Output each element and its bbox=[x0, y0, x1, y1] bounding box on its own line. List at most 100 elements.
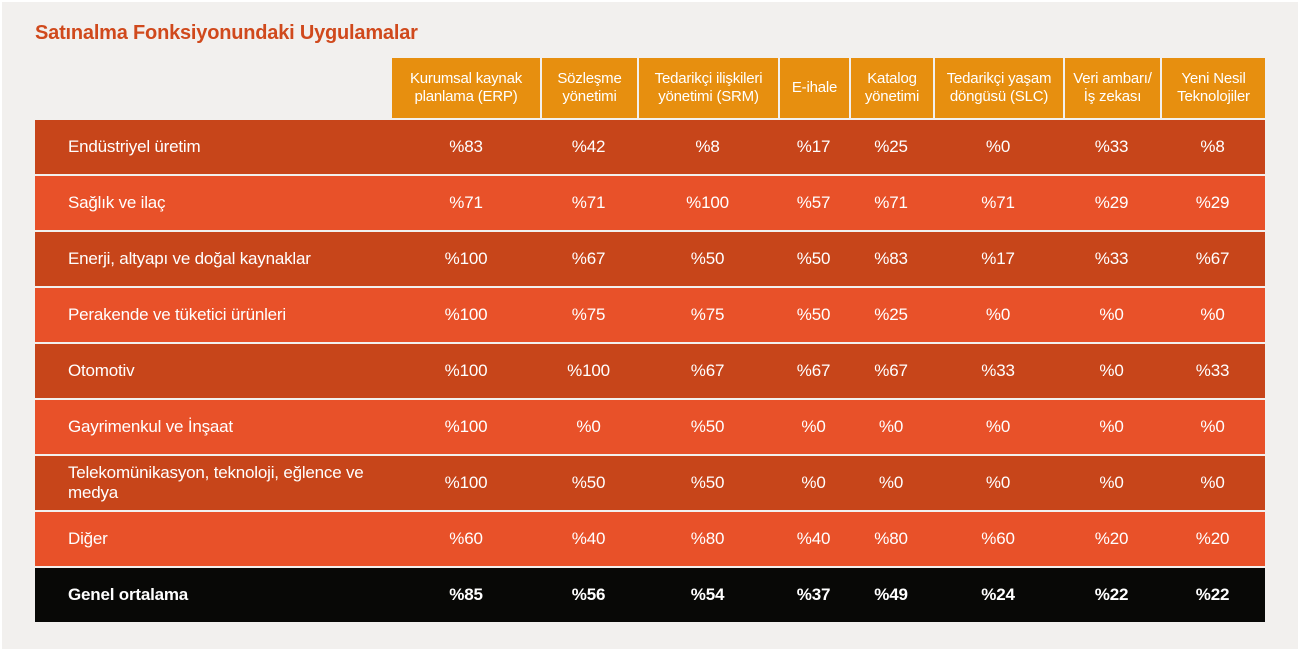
value-cell: %80 bbox=[849, 512, 933, 566]
column-header: Veri ambarı/ İş zekası bbox=[1063, 58, 1160, 118]
value-cell: %0 bbox=[1160, 456, 1265, 510]
value-cell: %50 bbox=[637, 400, 778, 454]
value-cell: %57 bbox=[778, 176, 849, 230]
row-label: Endüstriyel üretim bbox=[35, 120, 392, 174]
value-cell: %8 bbox=[1160, 120, 1265, 174]
column-header: Kurumsal kaynak planlama (ERP) bbox=[392, 58, 540, 118]
value-cell: %8 bbox=[637, 120, 778, 174]
value-cell: %100 bbox=[392, 456, 540, 510]
value-cell: %33 bbox=[1063, 120, 1160, 174]
table-row: Diğer %60 %40 %80 %40 %80 %60 %20 %20 bbox=[35, 512, 1265, 566]
value-cell: %0 bbox=[849, 456, 933, 510]
table-row: Telekomünikasyon, teknoloji, eğlence ve … bbox=[35, 456, 1265, 510]
value-cell: %0 bbox=[1063, 456, 1160, 510]
row-label: Sağlık ve ilaç bbox=[35, 176, 392, 230]
value-cell: %0 bbox=[1063, 344, 1160, 398]
table-header-row: Kurumsal kaynak planlama (ERP) Sözleşme y… bbox=[35, 58, 1265, 118]
column-header: E-ihale bbox=[778, 58, 849, 118]
value-cell: %0 bbox=[933, 288, 1063, 342]
value-cell: %54 bbox=[637, 568, 778, 622]
value-cell: %25 bbox=[849, 120, 933, 174]
table-row: Perakende ve tüketici ürünleri %100 %75 %75… bbox=[35, 288, 1265, 342]
row-label: Enerji, altyapı ve doğal kaynaklar bbox=[35, 232, 392, 286]
column-header: Tedarikçi yaşam döngüsü (SLC) bbox=[933, 58, 1063, 118]
value-cell: %20 bbox=[1063, 512, 1160, 566]
value-cell: %0 bbox=[778, 400, 849, 454]
value-cell: %40 bbox=[778, 512, 849, 566]
value-cell: %0 bbox=[1063, 400, 1160, 454]
value-cell: %71 bbox=[392, 176, 540, 230]
value-cell: %50 bbox=[778, 232, 849, 286]
table-row: Sağlık ve ilaç %71 %71 %100 %57 %71 %71 %29 %29 bbox=[35, 176, 1265, 230]
value-cell: %71 bbox=[540, 176, 637, 230]
value-cell: %29 bbox=[1160, 176, 1265, 230]
value-cell: %0 bbox=[1063, 288, 1160, 342]
value-cell: %29 bbox=[1063, 176, 1160, 230]
value-cell: %22 bbox=[1063, 568, 1160, 622]
value-cell: %85 bbox=[392, 568, 540, 622]
value-cell: %33 bbox=[933, 344, 1063, 398]
table-body: Endüstriyel üretim %83 %42 %8 %17 %25 %0 %33 %8 S… bbox=[35, 120, 1265, 622]
column-header: Sözleşme yönetimi bbox=[540, 58, 637, 118]
table-row: Enerji, altyapı ve doğal kaynaklar %100 %6… bbox=[35, 232, 1265, 286]
value-cell: %40 bbox=[540, 512, 637, 566]
value-cell: %37 bbox=[778, 568, 849, 622]
value-cell: %80 bbox=[637, 512, 778, 566]
value-cell: %42 bbox=[540, 120, 637, 174]
value-cell: %17 bbox=[933, 232, 1063, 286]
value-cell: %71 bbox=[849, 176, 933, 230]
row-label: Otomotiv bbox=[35, 344, 392, 398]
applications-table: Kurumsal kaynak planlama (ERP) Sözleşme y… bbox=[35, 58, 1265, 624]
value-cell: %75 bbox=[540, 288, 637, 342]
row-label: Perakende ve tüketici ürünleri bbox=[35, 288, 392, 342]
row-label: Genel ortalama bbox=[35, 568, 392, 622]
row-label: Gayrimenkul ve İnşaat bbox=[35, 400, 392, 454]
value-cell: %67 bbox=[1160, 232, 1265, 286]
value-cell: %75 bbox=[637, 288, 778, 342]
value-cell: %100 bbox=[392, 400, 540, 454]
value-cell: %0 bbox=[933, 120, 1063, 174]
value-cell: %100 bbox=[392, 344, 540, 398]
value-cell: %0 bbox=[933, 400, 1063, 454]
figure-title: Satınalma Fonksiyonundaki Uygulamalar bbox=[35, 22, 418, 44]
value-cell: %0 bbox=[849, 400, 933, 454]
value-cell: %33 bbox=[1160, 344, 1265, 398]
value-cell: %0 bbox=[778, 456, 849, 510]
value-cell: %0 bbox=[933, 456, 1063, 510]
value-cell: %56 bbox=[540, 568, 637, 622]
value-cell: %83 bbox=[392, 120, 540, 174]
table-footer-row: Genel ortalama %85 %56 %54 %37 %49 %24 %22 %22 bbox=[35, 568, 1265, 622]
value-cell: %67 bbox=[778, 344, 849, 398]
value-cell: %25 bbox=[849, 288, 933, 342]
value-cell: %71 bbox=[933, 176, 1063, 230]
value-cell: %50 bbox=[778, 288, 849, 342]
value-cell: %0 bbox=[1160, 288, 1265, 342]
value-cell: %50 bbox=[637, 456, 778, 510]
value-cell: %0 bbox=[540, 400, 637, 454]
value-cell: %100 bbox=[540, 344, 637, 398]
value-cell: %100 bbox=[637, 176, 778, 230]
table-row: Endüstriyel üretim %83 %42 %8 %17 %25 %0 %33 %8 bbox=[35, 120, 1265, 174]
column-header: Yeni Nesil Teknolojiler bbox=[1160, 58, 1265, 118]
value-cell: %17 bbox=[778, 120, 849, 174]
value-cell: %67 bbox=[637, 344, 778, 398]
value-cell: %20 bbox=[1160, 512, 1265, 566]
value-cell: %24 bbox=[933, 568, 1063, 622]
value-cell: %50 bbox=[637, 232, 778, 286]
value-cell: %22 bbox=[1160, 568, 1265, 622]
column-header: Katalog yönetimi bbox=[849, 58, 933, 118]
value-cell: %67 bbox=[540, 232, 637, 286]
value-cell: %60 bbox=[392, 512, 540, 566]
value-cell: %83 bbox=[849, 232, 933, 286]
value-cell: %0 bbox=[1160, 400, 1265, 454]
table-row: Otomotiv %100 %100 %67 %67 %67 %33 %0 %33 bbox=[35, 344, 1265, 398]
value-cell: %49 bbox=[849, 568, 933, 622]
value-cell: %100 bbox=[392, 288, 540, 342]
value-cell: %60 bbox=[933, 512, 1063, 566]
value-cell: %50 bbox=[540, 456, 637, 510]
value-cell: %67 bbox=[849, 344, 933, 398]
column-header: Tedarikçi ilişkileri yönetimi (SRM) bbox=[637, 58, 778, 118]
table-row: Gayrimenkul ve İnşaat %100 %0 %50 %0 %0 %0 %0 %0 bbox=[35, 400, 1265, 454]
row-label: Telekomünikasyon, teknoloji, eğlence ve … bbox=[35, 456, 392, 510]
